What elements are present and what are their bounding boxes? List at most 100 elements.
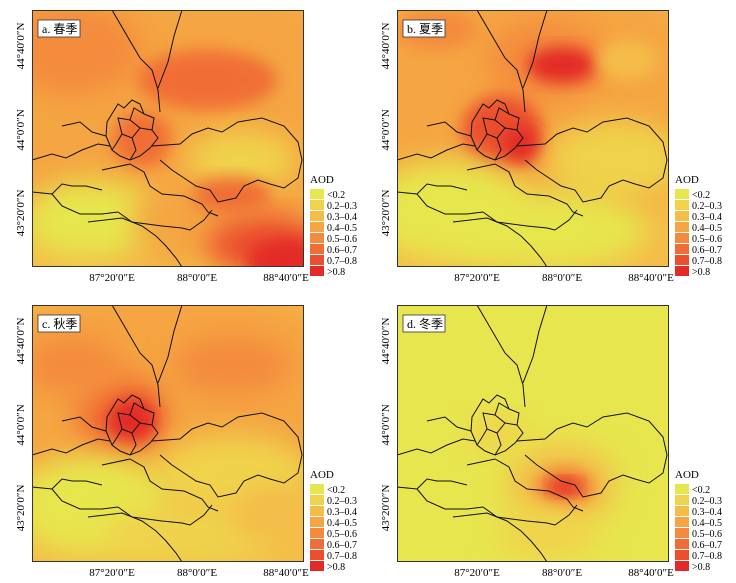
panel-title-box <box>402 19 446 38</box>
longitude-tick-label: 87°20′0″E <box>454 567 500 579</box>
panel-frame <box>32 10 304 267</box>
legend-swatch <box>310 266 324 276</box>
legend-swatch <box>310 255 324 265</box>
legend-swatch <box>310 222 324 232</box>
legend-swatch <box>310 244 324 254</box>
map-panel-b: b. 夏季 44°40′0″N 44°0′0″N 43°20′0″N 87°20′0″E… <box>380 10 722 284</box>
legend-label: 0.3–0.4 <box>327 507 357 518</box>
legend-label: 0.6–0.7 <box>692 245 722 256</box>
legend-label: 0.7–0.8 <box>327 256 357 267</box>
legend-label: 0.3–0.4 <box>692 507 722 518</box>
aod-legend: AOD <0.20.2–0.30.3–0.40.4–0.50.5–0.60.6–0… <box>310 469 357 573</box>
legend-swatch <box>675 244 689 254</box>
legend-label: 0.2–0.3 <box>692 496 722 507</box>
legend-label: 0.4–0.5 <box>692 223 722 234</box>
map-panel-c: c. 秋季 44°40′0″N 44°0′0″N 43°20′0″N 87°20′0″E… <box>15 305 357 579</box>
map-panel-d: d. 冬季 44°40′0″N 44°0′0″N 43°20′0″N 87°20′0″E… <box>380 305 722 579</box>
map-panel-a: a. 春季 44°40′0″N 44°0′0″N 43°20′0″N 87°20′0″E… <box>15 10 357 284</box>
legend-label: >0.8 <box>327 562 345 573</box>
legend-swatch <box>675 484 689 494</box>
aod-legend: AOD <0.20.2–0.30.3–0.40.4–0.50.5–0.60.6–0… <box>675 174 722 278</box>
legend-swatch <box>310 550 324 560</box>
legend-label: 0.5–0.6 <box>327 234 357 245</box>
legend-label: >0.8 <box>692 267 710 278</box>
legend-label: 0.4–0.5 <box>327 223 357 234</box>
latitude-tick-label: 44°0′0″N <box>15 109 27 150</box>
legend-label: 0.5–0.6 <box>692 234 722 245</box>
legend-swatch <box>310 506 324 516</box>
legend-swatch <box>675 495 689 505</box>
legend-label: 0.7–0.8 <box>327 551 357 562</box>
latitude-tick-label: 44°40′0″N <box>380 318 392 365</box>
legend-swatch <box>310 200 324 210</box>
legend-swatch <box>675 255 689 265</box>
panel-title: b. 夏季 <box>407 22 443 36</box>
legend-label: 0.5–0.6 <box>692 529 722 540</box>
legend-title: AOD <box>310 469 334 481</box>
legend-swatch <box>310 528 324 538</box>
legend-label: 0.4–0.5 <box>327 518 357 529</box>
latitude-tick-label: 44°0′0″N <box>15 404 27 445</box>
legend-label: <0.2 <box>692 190 710 201</box>
legend-swatch <box>310 539 324 549</box>
panel-title: d. 冬季 <box>407 316 443 331</box>
legend-swatch <box>310 495 324 505</box>
latitude-tick-label: 44°40′0″N <box>15 318 27 365</box>
legend-label: <0.2 <box>692 485 710 496</box>
legend-label: <0.2 <box>327 190 345 201</box>
latitude-tick-label: 43°20′0″N <box>15 485 27 532</box>
legend-swatch <box>675 233 689 243</box>
longitude-tick-label: 87°20′0″E <box>454 272 500 284</box>
legend-swatch <box>675 528 689 538</box>
panel-title-box <box>37 314 81 333</box>
panel-title-box <box>402 314 446 333</box>
legend-label: >0.8 <box>692 562 710 573</box>
legend-swatch <box>675 266 689 276</box>
legend-swatch <box>675 539 689 549</box>
longitude-tick-label: 88°40′0″E <box>263 272 309 284</box>
legend-label: 0.5–0.6 <box>327 529 357 540</box>
legend-label: 0.4–0.5 <box>692 518 722 529</box>
legend-label: 0.6–0.7 <box>327 540 357 551</box>
longitude-tick-label: 87°20′0″E <box>89 567 135 579</box>
legend-title: AOD <box>675 469 699 481</box>
legend-swatch <box>675 550 689 560</box>
longitude-tick-label: 88°40′0″E <box>263 567 309 579</box>
longitude-tick-label: 88°40′0″E <box>628 272 674 284</box>
legend-label: 0.2–0.3 <box>327 496 357 507</box>
longitude-tick-label: 88°0′0″E <box>542 567 582 579</box>
legend-swatch <box>675 222 689 232</box>
longitude-tick-label: 88°40′0″E <box>628 567 674 579</box>
panel-frame <box>397 305 669 562</box>
aod-raster <box>397 305 669 562</box>
latitude-tick-label: 43°20′0″N <box>380 190 392 237</box>
legend-swatch <box>310 233 324 243</box>
legend-label: >0.8 <box>327 267 345 278</box>
legend-swatch <box>310 211 324 221</box>
aod-legend: AOD <0.20.2–0.30.3–0.40.4–0.50.5–0.60.6–0… <box>310 174 357 278</box>
latitude-tick-label: 43°20′0″N <box>380 485 392 532</box>
legend-label: 0.7–0.8 <box>692 551 722 562</box>
latitude-tick-label: 44°40′0″N <box>380 23 392 70</box>
legend-label: 0.2–0.3 <box>327 201 357 212</box>
legend-label: <0.2 <box>327 485 345 496</box>
aod-raster <box>32 305 304 562</box>
longitude-tick-label: 88°0′0″E <box>542 272 582 284</box>
legend-swatch <box>310 517 324 527</box>
legend-label: 0.3–0.4 <box>327 212 357 223</box>
legend-swatch <box>675 200 689 210</box>
panel-frame <box>397 10 669 267</box>
aod-raster <box>397 10 669 267</box>
legend-title: AOD <box>675 174 699 186</box>
legend-swatch <box>310 484 324 494</box>
latitude-tick-label: 44°0′0″N <box>380 109 392 150</box>
latitude-tick-label: 44°40′0″N <box>15 23 27 70</box>
legend-title: AOD <box>310 174 334 186</box>
legend-label: 0.2–0.3 <box>692 201 722 212</box>
legend-swatch <box>675 561 689 571</box>
legend-label: 0.7–0.8 <box>692 256 722 267</box>
aod-legend: AOD <0.20.2–0.30.3–0.40.4–0.50.5–0.60.6–0… <box>675 469 722 573</box>
panel-title: c. 秋季 <box>42 317 77 331</box>
legend-swatch <box>675 506 689 516</box>
